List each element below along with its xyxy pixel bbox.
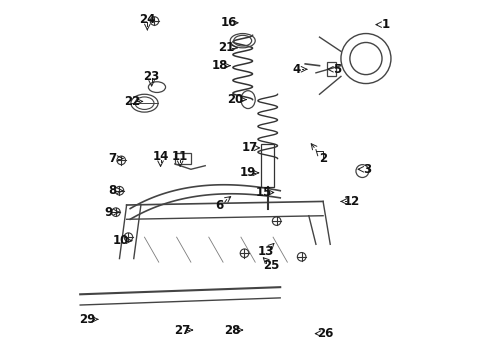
Text: 13: 13 — [257, 245, 273, 258]
Text: 12: 12 — [343, 195, 359, 208]
Text: 28: 28 — [224, 324, 240, 337]
Text: 5: 5 — [332, 63, 341, 76]
Text: 21: 21 — [218, 41, 234, 54]
Text: 15: 15 — [255, 186, 272, 199]
Text: 27: 27 — [174, 324, 190, 337]
Text: 11: 11 — [172, 150, 188, 163]
Text: 7: 7 — [108, 152, 116, 165]
Text: 1: 1 — [381, 18, 389, 31]
Text: 3: 3 — [363, 163, 371, 176]
Text: 14: 14 — [152, 150, 168, 163]
Text: 26: 26 — [316, 327, 332, 340]
Text: 29: 29 — [79, 313, 95, 326]
Text: 4: 4 — [291, 63, 300, 76]
Text: 18: 18 — [211, 59, 227, 72]
Text: 23: 23 — [143, 70, 160, 83]
Text: 17: 17 — [241, 141, 258, 154]
Bar — [261, 144, 274, 187]
Text: 24: 24 — [139, 13, 155, 26]
Text: 10: 10 — [113, 234, 129, 247]
Text: 2: 2 — [318, 152, 326, 165]
Text: 6: 6 — [215, 198, 223, 212]
Text: 16: 16 — [220, 16, 236, 29]
Text: 19: 19 — [240, 166, 256, 179]
Text: 9: 9 — [104, 206, 113, 219]
Bar — [175, 153, 190, 164]
Text: 22: 22 — [123, 95, 140, 108]
Text: 8: 8 — [108, 184, 116, 197]
Text: 25: 25 — [263, 259, 279, 272]
Bar — [326, 62, 335, 76]
Text: 20: 20 — [227, 93, 243, 106]
